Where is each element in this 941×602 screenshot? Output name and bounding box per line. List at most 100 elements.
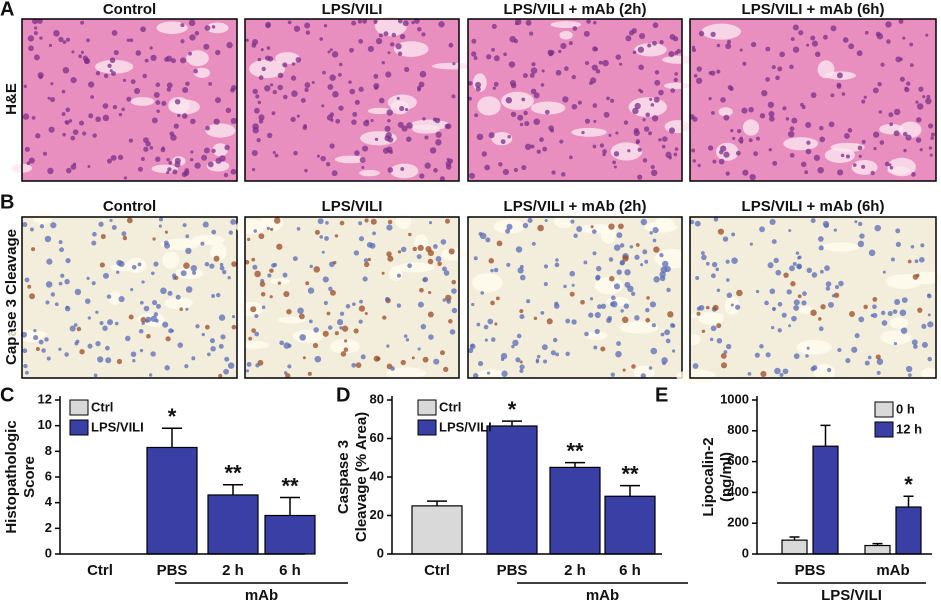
nucleus (522, 73, 528, 79)
nucleus (929, 153, 933, 157)
nucleus (352, 111, 358, 117)
nucleus (788, 324, 792, 328)
nucleus (519, 309, 524, 314)
nucleus (269, 295, 273, 299)
nucleus (116, 270, 120, 274)
nucleus (165, 336, 171, 342)
nucleus (364, 218, 369, 223)
nucleus (387, 136, 394, 143)
nucleus (913, 344, 918, 349)
legend-label: 0 h (896, 401, 915, 416)
nucleus (540, 311, 545, 315)
nucleus (300, 97, 306, 103)
nucleus (668, 51, 675, 58)
nucleus (422, 276, 429, 283)
tissue-lumen (530, 101, 566, 115)
legend-swatch (417, 419, 437, 436)
nucleus (277, 281, 282, 285)
nucleus (319, 235, 324, 239)
nucleus (46, 356, 51, 361)
legend-label: 12 h (896, 421, 922, 436)
nucleus (137, 166, 143, 172)
nucleus (210, 346, 216, 352)
nucleus (519, 360, 523, 364)
micrograph-frame (244, 216, 460, 379)
nucleus (362, 145, 369, 152)
group-label: mAb (245, 587, 278, 602)
nucleus (151, 299, 158, 306)
nucleus (584, 331, 589, 337)
nucleus (351, 20, 357, 26)
nucleus (726, 292, 733, 299)
nucleus (90, 95, 95, 99)
nucleus (818, 245, 824, 251)
nucleus (93, 373, 98, 378)
nucleus (770, 325, 775, 330)
nucleus (35, 347, 40, 352)
nucleus (555, 69, 562, 76)
nucleus (110, 71, 116, 77)
nucleus (811, 40, 819, 47)
nucleus (446, 299, 452, 304)
nucleus (673, 77, 678, 83)
nucleus (611, 295, 616, 301)
nucleus (257, 100, 262, 105)
nucleus (804, 170, 809, 175)
nucleus (634, 102, 641, 110)
nucleus (76, 326, 82, 332)
nucleus (373, 19, 378, 24)
nucleus (775, 269, 782, 276)
nucleus (274, 153, 279, 158)
nucleus (488, 132, 495, 139)
nucleus (771, 239, 777, 245)
nucleus (277, 84, 284, 91)
nucleus (610, 301, 615, 307)
nucleus (648, 366, 653, 370)
nucleus (438, 21, 445, 28)
tissue-lumen (235, 219, 266, 235)
nucleus (44, 337, 49, 342)
nucleus (484, 338, 488, 342)
nucleus (654, 70, 660, 75)
nucleus (254, 270, 261, 278)
legend-swatch (874, 421, 894, 438)
nucleus (365, 119, 369, 123)
nucleus (153, 261, 159, 267)
nucleus (117, 154, 124, 160)
nucleus (921, 341, 928, 348)
nucleus (773, 257, 779, 264)
nucleus (720, 353, 727, 359)
tissue-lumen (249, 59, 286, 79)
nucleus (661, 144, 666, 149)
nucleus (443, 270, 450, 276)
nucleus (550, 350, 556, 356)
nucleus (887, 310, 893, 317)
nucleus (833, 228, 837, 232)
nucleus (858, 316, 865, 323)
nucleus (637, 174, 643, 180)
nucleus (180, 270, 187, 277)
significance: ** (621, 461, 639, 486)
nucleus (736, 289, 743, 297)
nucleus (407, 263, 412, 269)
nucleus (486, 54, 492, 60)
nucleus (102, 114, 110, 122)
nucleus (327, 50, 331, 54)
nucleus (259, 281, 266, 287)
nucleus (406, 122, 413, 129)
nucleus (291, 62, 296, 66)
nucleus (98, 221, 104, 227)
nucleus (331, 51, 339, 58)
nucleus (231, 324, 237, 330)
nucleus (48, 126, 55, 133)
nucleus (662, 136, 668, 142)
tissue-lumen (798, 306, 814, 315)
nucleus (32, 18, 39, 25)
panel-title: LPS/VILI (322, 1, 383, 18)
nucleus (218, 343, 224, 349)
nucleus (806, 43, 810, 47)
nucleus (765, 46, 771, 52)
nucleus (725, 171, 730, 176)
nucleus (546, 318, 553, 325)
nucleus (709, 337, 714, 342)
